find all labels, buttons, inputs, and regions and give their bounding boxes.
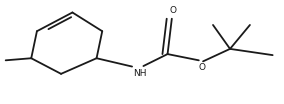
Text: O: O bbox=[198, 63, 205, 72]
Text: NH: NH bbox=[133, 69, 147, 78]
Text: O: O bbox=[169, 6, 176, 15]
